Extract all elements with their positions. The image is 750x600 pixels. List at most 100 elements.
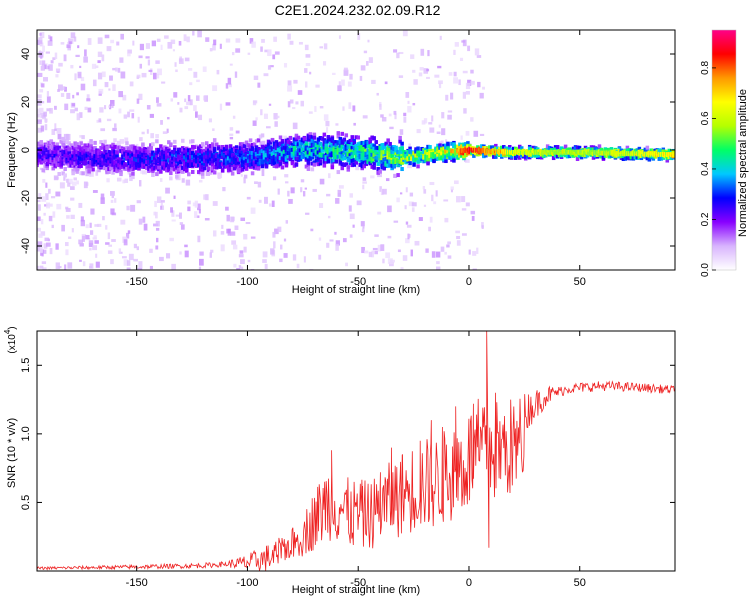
heatmap-cell bbox=[358, 162, 362, 167]
heatmap-cell bbox=[282, 143, 287, 148]
heatmap-cell bbox=[127, 230, 131, 234]
heatmap-cell bbox=[102, 216, 105, 221]
heatmap-cell bbox=[97, 164, 101, 169]
heatmap-cell bbox=[591, 155, 596, 160]
heatmap-cell bbox=[181, 153, 185, 158]
heatmap-cell bbox=[316, 162, 321, 167]
heatmap-cell bbox=[115, 163, 119, 168]
heatmap-cell bbox=[468, 249, 471, 255]
heatmap-cell bbox=[67, 157, 71, 162]
heatmap-cell bbox=[557, 153, 562, 158]
colorbar-label: Normalized spectral amplitude bbox=[737, 89, 749, 237]
heatmap-cell bbox=[46, 242, 51, 247]
heatmap-cell bbox=[492, 148, 496, 154]
heatmap-cell bbox=[284, 138, 289, 143]
heatmap-cell bbox=[292, 151, 297, 156]
heatmap-cell bbox=[103, 145, 107, 150]
heatmap-cell bbox=[272, 163, 277, 168]
heatmap-cell bbox=[167, 151, 171, 156]
heatmap-cell bbox=[284, 143, 289, 148]
heatmap-cell bbox=[416, 164, 420, 169]
heatmap-cell bbox=[75, 146, 79, 151]
heatmap-cell bbox=[450, 141, 454, 146]
heatmap-cell bbox=[580, 149, 583, 155]
heatmap-cell bbox=[153, 223, 159, 227]
heatmap-cell bbox=[63, 54, 67, 62]
heatmap-cell bbox=[298, 146, 303, 151]
heatmap-cell bbox=[620, 150, 623, 156]
heatmap-cell bbox=[596, 150, 599, 156]
heatmap-cell bbox=[89, 152, 93, 157]
heatmap-cell bbox=[414, 147, 418, 152]
heatmap-cell bbox=[426, 144, 430, 149]
heatmap-cell bbox=[206, 147, 211, 152]
heatmap-cell bbox=[296, 135, 301, 140]
heatmap-cell bbox=[314, 158, 319, 163]
heatmap-cell bbox=[79, 112, 83, 118]
heatmap-cell bbox=[200, 149, 205, 154]
x-tick-label: -150 bbox=[126, 276, 148, 288]
heatmap-cell bbox=[494, 154, 498, 159]
heatmap-cell bbox=[209, 48, 213, 52]
heatmap-cell bbox=[380, 150, 384, 155]
heatmap-cell bbox=[210, 146, 215, 151]
heatmap-cell bbox=[185, 179, 191, 186]
heatmap-cell bbox=[163, 145, 167, 150]
heatmap-cell bbox=[280, 147, 285, 152]
heatmap-cell bbox=[336, 170, 341, 175]
heatmap-cell bbox=[202, 162, 207, 167]
heatmap-cell bbox=[177, 158, 181, 163]
heatmap-cell bbox=[208, 170, 213, 175]
heatmap-cell bbox=[38, 233, 43, 238]
heatmap-cell bbox=[400, 167, 404, 172]
heatmap-cell bbox=[38, 37, 43, 44]
heatmap-cell bbox=[40, 125, 45, 132]
heatmap-cell bbox=[603, 148, 608, 153]
heatmap-cell bbox=[83, 181, 88, 189]
heatmap-cell bbox=[75, 160, 79, 165]
y-tick-label: 40 bbox=[20, 48, 32, 60]
heatmap-cell bbox=[44, 237, 49, 242]
heatmap-cell bbox=[179, 107, 183, 113]
heatmap-cell bbox=[536, 149, 539, 155]
heatmap-cell bbox=[261, 38, 265, 43]
heatmap-cell bbox=[384, 156, 388, 161]
heatmap-cell bbox=[320, 152, 325, 157]
heatmap-cell bbox=[59, 156, 63, 161]
heatmap-cell bbox=[260, 157, 265, 162]
heatmap-cell bbox=[384, 162, 388, 167]
heatmap-cell bbox=[348, 205, 352, 212]
heatmap-cell bbox=[240, 146, 245, 151]
heatmap-cell bbox=[48, 34, 51, 39]
heatmap-cell bbox=[350, 145, 355, 150]
heatmap-cell bbox=[348, 102, 352, 109]
heatmap-cell bbox=[330, 159, 335, 164]
heatmap-cell bbox=[106, 118, 112, 122]
heatmap-cell bbox=[336, 131, 341, 136]
heatmap-cell bbox=[147, 59, 151, 66]
heatmap-cell bbox=[352, 158, 357, 163]
heatmap-cell bbox=[288, 141, 293, 146]
heatmap-cell bbox=[278, 148, 283, 153]
heatmap-cell bbox=[123, 147, 127, 152]
heatmap-cell bbox=[173, 157, 177, 162]
heatmap-cell bbox=[302, 139, 307, 144]
heatmap-cell bbox=[278, 146, 283, 151]
heatmap-cell bbox=[61, 152, 65, 157]
heatmap-cell bbox=[85, 156, 89, 161]
heatmap-cell bbox=[389, 126, 394, 130]
snr-scale-factor: (x104) bbox=[3, 326, 18, 353]
heatmap-cell bbox=[400, 157, 404, 162]
heatmap-cell bbox=[61, 155, 65, 160]
heatmap-cell bbox=[70, 32, 76, 39]
heatmap-cell bbox=[563, 144, 568, 149]
heatmap-cell bbox=[216, 158, 221, 163]
heatmap-cell bbox=[185, 159, 189, 164]
heatmap-cell bbox=[414, 153, 418, 158]
heatmap-cell bbox=[330, 138, 335, 143]
heatmap-cell bbox=[57, 84, 63, 91]
heatmap-cell bbox=[492, 154, 496, 159]
heatmap-cell bbox=[49, 149, 53, 154]
heatmap-cell bbox=[378, 145, 382, 150]
heatmap-cell bbox=[298, 155, 303, 160]
